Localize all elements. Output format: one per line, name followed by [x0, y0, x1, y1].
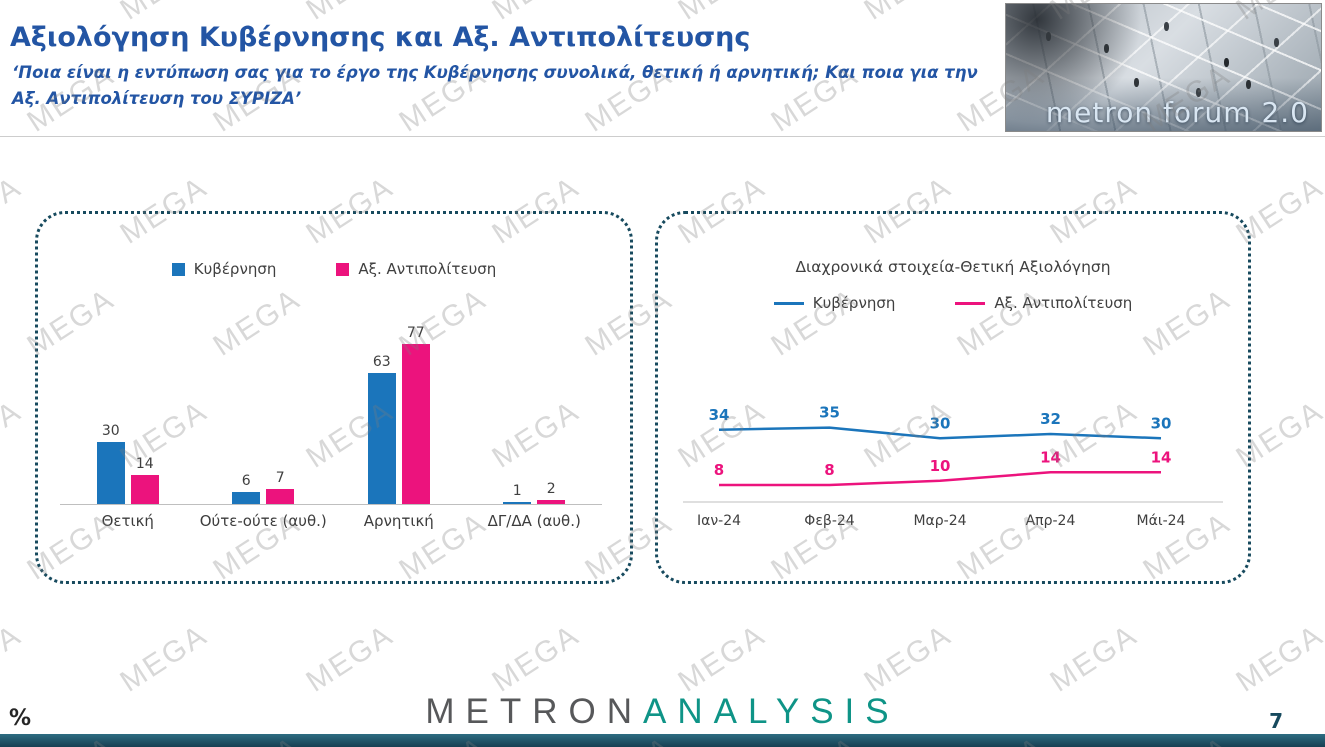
x-axis-tick-label: Φεβ-24 [804, 513, 854, 529]
bar-column: 7 [266, 470, 295, 504]
page-subtitle-line1: ‘Ποια είναι η εντύπωση σας για το έργο τ… [12, 63, 978, 82]
x-axis-tick-label: Μάι-24 [1137, 513, 1186, 529]
page-subtitle-line2: Αξ. Αντιπολίτευση του ΣΥΡΙΖΑ’ [12, 88, 302, 108]
bar [537, 499, 566, 504]
bar-value-label: 1 [512, 482, 522, 499]
bar-column: 6 [232, 472, 261, 504]
point-value-label: 32 [1040, 410, 1061, 428]
bar [367, 373, 396, 504]
bar [130, 474, 159, 504]
metron-analysis-logo: METRONANALYSIS [425, 692, 899, 732]
percent-note: % [9, 706, 32, 731]
x-axis-tick-label: Απρ-24 [1026, 513, 1076, 529]
page-subtitle: ‘Ποια είναι η εντύπωση σας για το έργο τ… [12, 60, 992, 111]
bar-chart-card: Κυβέρνηση Αξ. Αντιπολίτευση 30 14 6 7 63 77 1 2… [35, 211, 633, 584]
point-value-label: 30 [1151, 414, 1172, 432]
bar [401, 344, 430, 504]
footer-bar [0, 734, 1325, 747]
legend-item-opposition: Αξ. Αντιπολίτευση [336, 260, 496, 278]
series-line [719, 471, 1161, 487]
bar-column: 1 [503, 482, 532, 504]
bar [232, 491, 261, 504]
category-label: Αρνητική [363, 512, 434, 530]
point-value-label: 8 [714, 461, 724, 479]
watermark-text: MEGA [114, 618, 214, 699]
category-label: ΔΓ/ΔΑ (αυθ.) [487, 512, 581, 530]
point-value-label: 34 [709, 406, 730, 424]
legend-item-opposition-line: Αξ. Αντιπολίτευση [955, 294, 1132, 312]
point-value-label: 10 [930, 457, 951, 475]
bar-value-label: 63 [372, 354, 391, 371]
line-chart-legend: Κυβέρνηση Αξ. Αντιπολίτευση [658, 294, 1248, 312]
bar-group-1: 30 14 [60, 423, 196, 504]
legend-item-government-line: Κυβέρνηση [773, 294, 896, 312]
watermark-text: MEGA [0, 394, 28, 475]
bar [96, 441, 125, 504]
logo-people-figures [1046, 32, 1051, 41]
watermark-text: MEGA [858, 618, 958, 699]
bar-column: 2 [537, 480, 566, 504]
watermark-text: MEGA [859, 0, 958, 27]
category-label: Ούτε-ούτε (αυθ.) [199, 512, 327, 530]
legend-item-government: Κυβέρνηση [171, 260, 277, 278]
line-chart-title: Διαχρονικά στοιχεία-Θετική Αξιολόγηση [795, 258, 1111, 276]
bar-chart-legend: Κυβέρνηση Αξ. Αντιπολίτευση [38, 260, 630, 278]
legend-label-opposition: Αξ. Αντιπολίτευση [358, 260, 497, 278]
legend-label-government: Κυβέρνηση [193, 260, 277, 278]
x-axis-tick-label: Μαρ-24 [913, 513, 966, 529]
bar-value-label: 77 [406, 325, 425, 342]
point-value-label: 8 [824, 461, 834, 479]
metron-forum-logo-image: metron forum 2.0 [1005, 3, 1322, 132]
legend-label-opposition-line: Αξ. Αντιπολίτευση [994, 294, 1133, 312]
bar-column: 63 [367, 354, 396, 504]
bar [503, 501, 532, 504]
page-title: Αξιολόγηση Κυβέρνησης και Αξ. Αντιπολίτε… [10, 22, 751, 53]
bar-chart: 30 14 6 7 63 77 1 2 Θετική Ούτε-ούτε (αυθ.) Αρνητ… [60, 325, 603, 530]
watermark-text: MEGA [1230, 618, 1325, 699]
watermark-text: MEGA [486, 618, 586, 699]
page-number: 7 [1269, 709, 1283, 733]
bar [266, 489, 295, 504]
legend-label-government-line: Κυβέρνηση [812, 294, 896, 312]
watermark-text: MEGA [672, 618, 772, 699]
government-line-swatch-icon [773, 301, 804, 305]
watermark-text: MEGA [0, 618, 28, 699]
bar-value-label: 2 [546, 480, 556, 497]
opposition-line-swatch-icon [955, 301, 986, 305]
point-value-label: 30 [930, 414, 951, 432]
x-axis-tick-label: Ιαν-24 [697, 513, 741, 529]
bar-column: 77 [401, 325, 430, 504]
brand-metron: METRON [425, 692, 644, 731]
bar-column: 14 [130, 455, 159, 504]
bar-chart-category-axis: Θετική Ούτε-ούτε (αυθ.) Αρνητική ΔΓ/ΔΑ (αυθ… [60, 505, 602, 530]
line-chart: 34 35 30 32 30 8 8 10 14 14 Ιαν-24 Φεβ-24 Μαρ-24 Απρ-… [683, 404, 1223, 529]
watermark-text: MEGA [300, 618, 400, 699]
metron-forum-logo-text: metron forum 2.0 [1045, 96, 1309, 129]
bar-value-label: 30 [101, 422, 120, 439]
point-value-label: 14 [1040, 448, 1061, 466]
opposition-swatch-icon [336, 262, 350, 276]
point-value-label: 14 [1151, 448, 1172, 466]
watermark-text: MEGA [1044, 618, 1144, 699]
watermark-text: MEGA [0, 170, 28, 251]
bar-group-3: 63 77 [331, 325, 467, 504]
bar-column: 30 [96, 422, 125, 504]
government-swatch-icon [171, 262, 185, 276]
category-label: Θετική [101, 512, 154, 530]
bar-value-label: 6 [241, 472, 251, 489]
bar-value-label: 14 [135, 455, 154, 472]
bar-value-label: 7 [275, 470, 285, 487]
line-chart-card: Διαχρονικά στοιχεία-Θετική Αξιολόγηση Κυ… [655, 211, 1251, 584]
header-divider [0, 136, 1325, 137]
series-line [718, 426, 1162, 440]
point-value-label: 35 [819, 404, 840, 422]
brand-analysis: ANALYSIS [643, 692, 900, 731]
bar-chart-plot-area: 30 14 6 7 63 77 1 2 [60, 325, 603, 505]
